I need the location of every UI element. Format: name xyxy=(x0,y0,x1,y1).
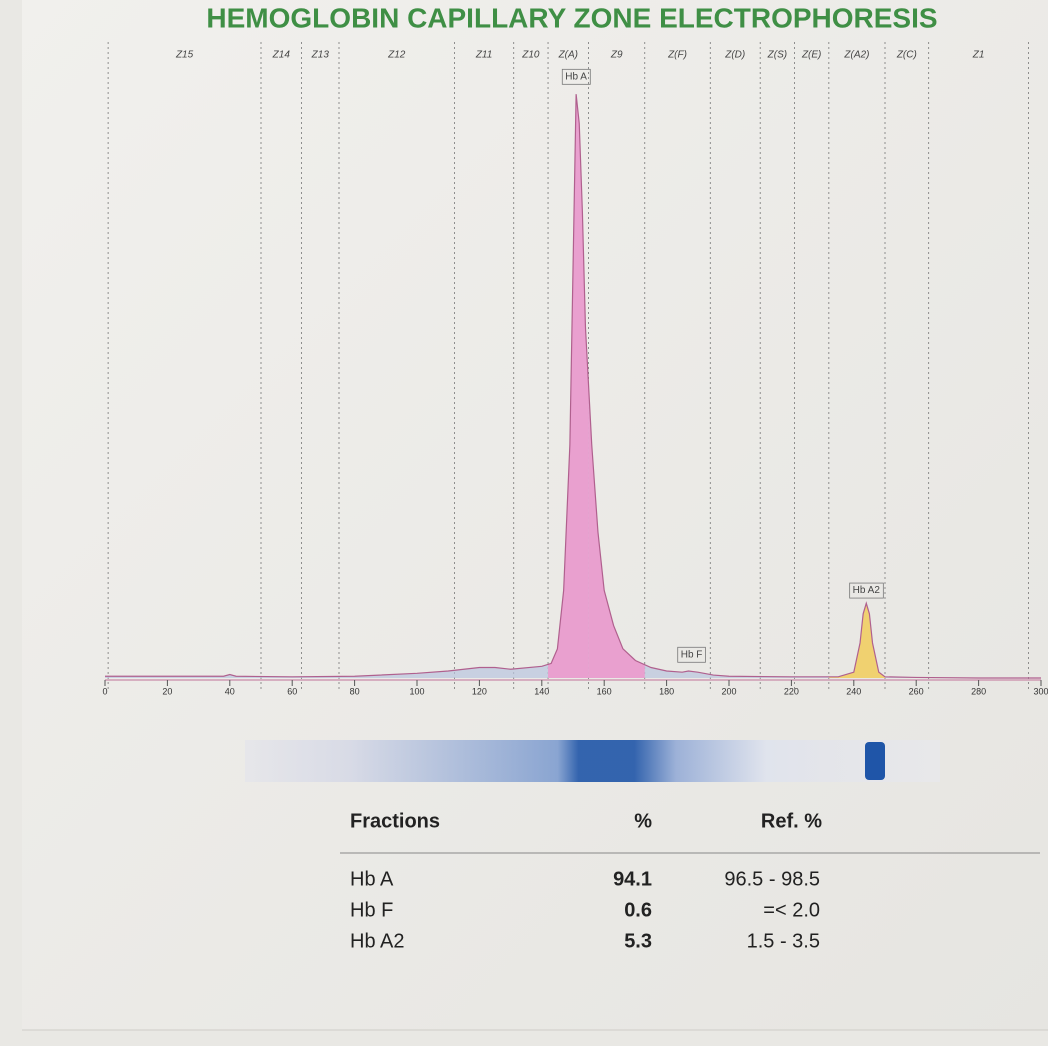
table-header: Fractions xyxy=(350,810,440,832)
zone-label: Z15 xyxy=(175,50,194,61)
zone-label: Z13 xyxy=(311,50,330,61)
zone-label: Z9 xyxy=(610,50,623,61)
table-cell: 94.1 xyxy=(613,868,652,890)
x-tick-label: 200 xyxy=(721,686,736,696)
gel-band xyxy=(865,742,885,780)
zone-label: Z(D) xyxy=(724,50,745,61)
table-header: % xyxy=(634,810,652,832)
zone-label: Z10 xyxy=(521,50,540,61)
table-cell: Hb A xyxy=(350,868,394,890)
x-tick-label: 240 xyxy=(846,686,861,696)
zone-label: Z(S) xyxy=(767,50,787,61)
zone-label: Z(A) xyxy=(558,50,578,61)
x-tick-label: 300 xyxy=(1033,686,1048,696)
x-tick-label: 60 xyxy=(287,686,297,696)
zone-label: Z11 xyxy=(475,50,493,61)
x-tick-label: 100 xyxy=(409,686,424,696)
x-tick-label: 20 xyxy=(162,686,172,696)
x-tick-label: 0 xyxy=(102,686,107,696)
gel-strip xyxy=(245,740,940,782)
table-cell: Hb A2 xyxy=(350,930,404,952)
table-cell: 1.5 - 3.5 xyxy=(747,930,820,952)
table-cell: 96.5 - 98.5 xyxy=(724,868,820,890)
zone-label: Z12 xyxy=(387,50,406,61)
zone-label: Z(C) xyxy=(896,50,917,61)
zone-label: Z(F) xyxy=(667,50,687,61)
zone-label: Z14 xyxy=(272,50,291,61)
x-tick-label: 120 xyxy=(472,686,487,696)
table-cell: Hb F xyxy=(350,899,393,921)
x-tick-label: 260 xyxy=(909,686,924,696)
table-header: Ref. % xyxy=(761,810,822,832)
zone-label: Z(A2) xyxy=(843,50,869,61)
zone-label: Z1 xyxy=(972,50,985,61)
zone-label: Z(E) xyxy=(801,50,821,61)
table-cell: =< 2.0 xyxy=(763,899,820,921)
x-tick-label: 160 xyxy=(597,686,612,696)
paper xyxy=(22,0,1048,1030)
table-cell: 5.3 xyxy=(624,930,652,952)
page: HEMOGLOBIN CAPILLARY ZONE ELECTROPHORESI… xyxy=(0,0,1048,1046)
chart: HEMOGLOBIN CAPILLARY ZONE ELECTROPHORESI… xyxy=(0,0,1048,1046)
x-tick-label: 180 xyxy=(659,686,674,696)
x-tick-label: 140 xyxy=(534,686,549,696)
x-tick-label: 80 xyxy=(350,686,360,696)
chart-title: HEMOGLOBIN CAPILLARY ZONE ELECTROPHORESI… xyxy=(206,2,937,33)
peak-label: Hb A xyxy=(565,71,587,82)
x-tick-label: 280 xyxy=(971,686,986,696)
table-cell: 0.6 xyxy=(624,899,652,921)
x-tick-label: 220 xyxy=(784,686,799,696)
peak-label: Hb A2 xyxy=(853,585,881,596)
x-tick-label: 40 xyxy=(225,686,235,696)
peak-label: Hb F xyxy=(681,649,703,660)
